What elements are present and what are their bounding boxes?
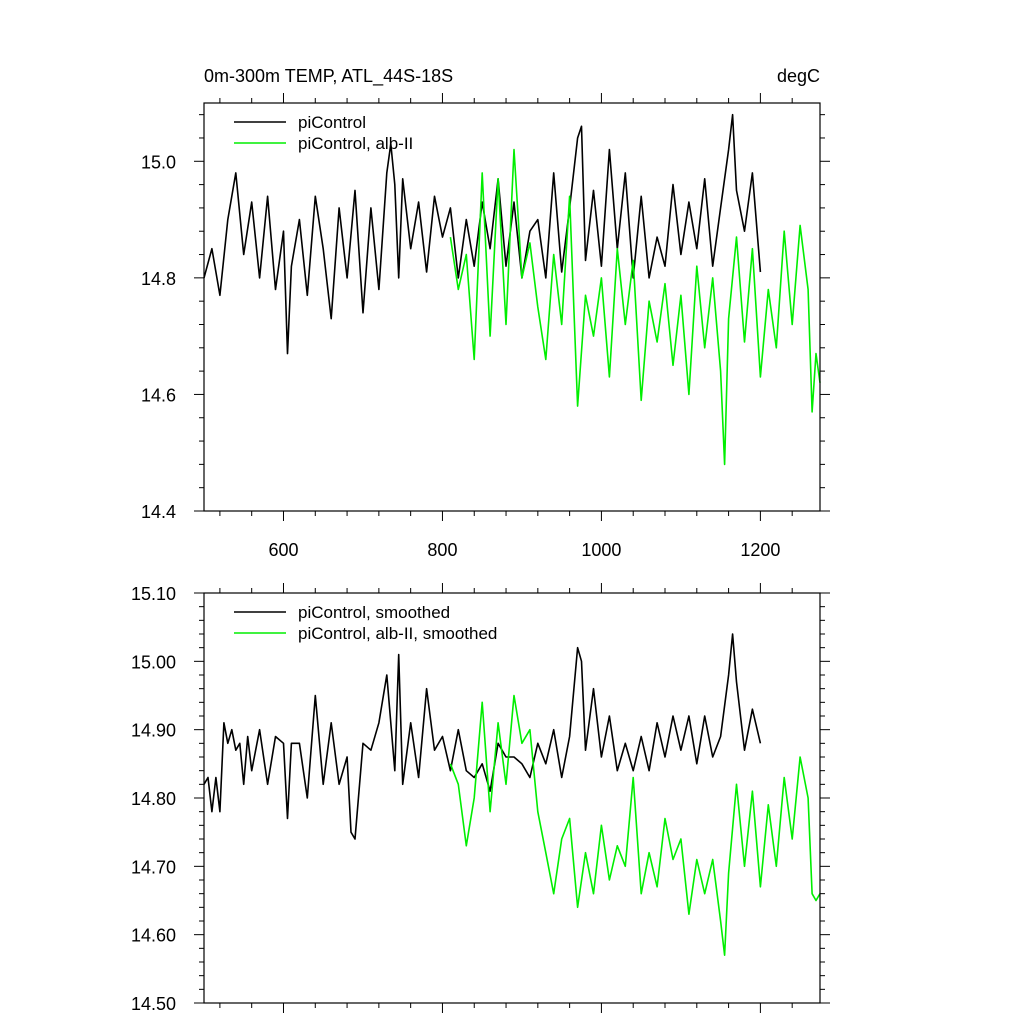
y-tick-label: 15.10 [131,584,176,604]
x-tick-label: 1000 [581,540,621,560]
x-tick-label: 1200 [740,540,780,560]
y-tick-label: 14.80 [131,789,176,809]
y-tick-label: 14.4 [141,502,176,522]
series-line-picontrol-alb-ii-smoothed [449,694,821,957]
legend-label-picontrol-smoothed: piControl, smoothed [298,603,450,622]
series-line-picontrol-smoothed [203,633,762,840]
y-tick-label: 14.70 [131,857,176,877]
x-tick-label: 600 [268,540,298,560]
x-tick-label: 800 [427,540,457,560]
y-tick-label: 14.50 [131,994,176,1014]
top-legend: piControl piControl, alb-II [234,113,413,153]
y-tick-label: 15.0 [141,152,176,172]
top-series-layer [203,113,821,466]
top-temperature-panel: 0m-300m TEMP, ATL_44S-18S degC 600 800 100… [141,66,830,560]
y-tick-label: 14.90 [131,721,176,741]
y-tick-label: 14.8 [141,269,176,289]
legend-label-picontrol: piControl [298,113,366,132]
top-plot-frame [203,102,821,512]
top-tick-layer: 600 800 1000 1200 14.4 14.6 14.8 15.0 [141,93,830,560]
bottom-smoothed-panel: 14.50 14.60 14.70 14.80 14.90 15.00 15.10 piCo… [131,583,830,1014]
y-tick-label: 14.60 [131,926,176,946]
series-line-picontrol-alb-ii [449,148,821,466]
bottom-plot-frame [203,592,821,1004]
legend-label-picontrol-alb-ii-smoothed: piControl, alb-II, smoothed [298,624,497,643]
y-tick-label: 14.6 [141,385,176,405]
legend-label-picontrol-alb-ii: piControl, alb-II [298,134,413,153]
top-panel-title: 0m-300m TEMP, ATL_44S-18S [204,66,453,87]
bottom-legend: piControl, smoothed piControl, alb-II, s… [234,603,497,643]
top-panel-units: degC [777,66,820,86]
series-line-picontrol [203,113,762,355]
y-tick-label: 15.00 [131,652,176,672]
bottom-series-layer [203,633,821,957]
bottom-tick-layer: 14.50 14.60 14.70 14.80 14.90 15.00 15.10 [131,583,830,1014]
